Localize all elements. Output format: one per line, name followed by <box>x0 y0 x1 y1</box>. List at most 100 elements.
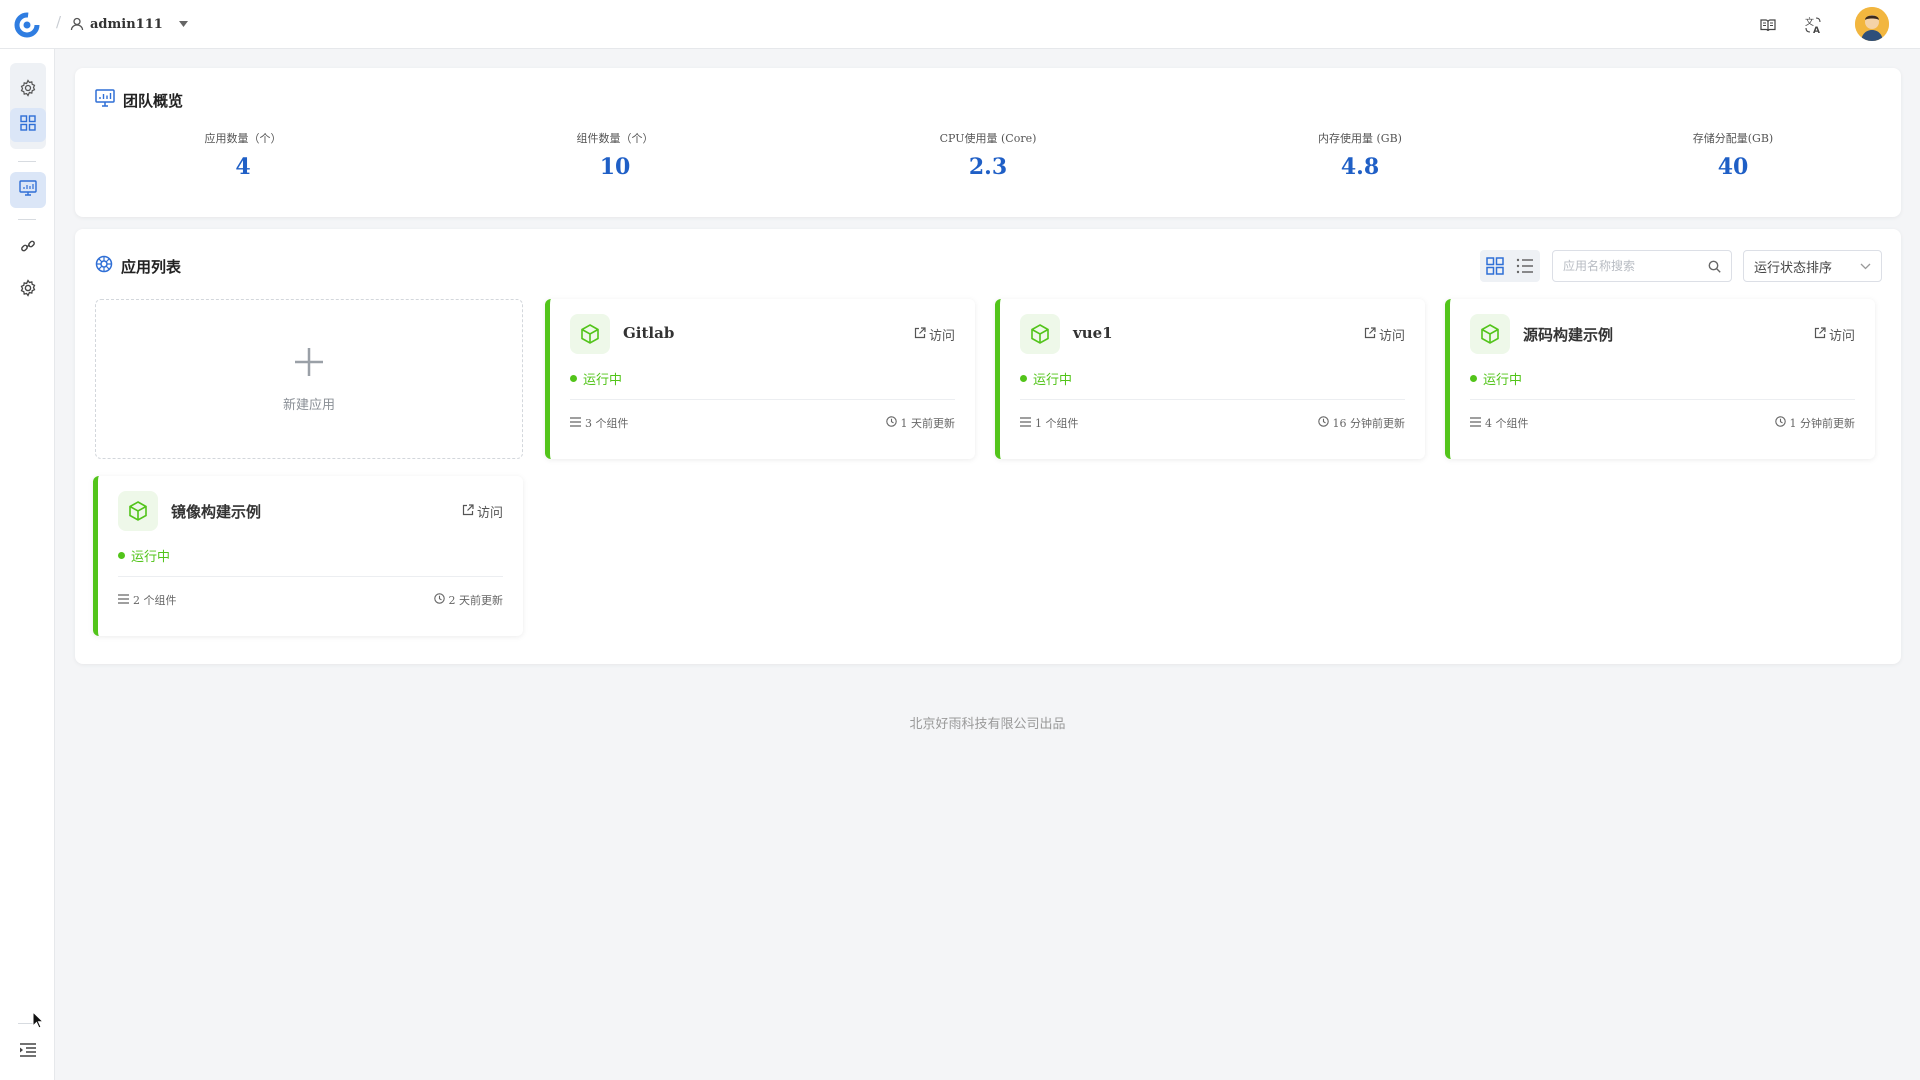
app-updated-time: 16 分钟前更新 <box>1317 415 1406 431</box>
visit-link[interactable]: 访问 <box>914 325 955 344</box>
visit-link[interactable]: 访问 <box>462 502 503 521</box>
updated-text: 1 分钟前更新 <box>1789 417 1856 430</box>
component-count-text: 3 个组件 <box>585 417 629 430</box>
status-dot <box>570 375 577 382</box>
grid-view-icon[interactable] <box>1486 257 1504 275</box>
left-rail <box>0 49 55 1080</box>
app-component-count: 2 个组件 <box>118 592 177 608</box>
stat-label: 组件数量（个） <box>576 132 654 145</box>
chevron-down-icon <box>1860 263 1871 270</box>
new-app-card[interactable]: 新建应用 <box>95 299 523 459</box>
rail-links-button[interactable] <box>10 231 46 265</box>
avatar[interactable] <box>1855 7 1889 41</box>
list-icon <box>118 593 129 607</box>
svg-text:文: 文 <box>1805 16 1814 28</box>
plus-icon <box>293 346 325 382</box>
status-text: 运行中 <box>1483 373 1523 388</box>
stat-value: 40 <box>1717 154 1749 180</box>
app-component-count: 4 个组件 <box>1470 415 1529 431</box>
stat-label: 内存使用量 (GB) <box>1318 132 1402 145</box>
app-list-title: 应用列表 <box>121 257 182 276</box>
footer-credit: 北京好雨科技有限公司出品 <box>909 717 1066 732</box>
app-list-icon <box>95 255 113 277</box>
breadcrumb-separator: / <box>56 13 62 31</box>
updated-text: 2 天前更新 <box>448 594 504 607</box>
menu-expand-icon <box>19 1042 37 1061</box>
visit-link[interactable]: 访问 <box>1364 325 1405 344</box>
rail-divider <box>18 1023 36 1024</box>
app-search-input[interactable] <box>1563 259 1693 273</box>
status-text: 运行中 <box>583 373 623 388</box>
card-divider <box>1020 399 1405 400</box>
visit-label: 访问 <box>476 506 503 521</box>
search-icon[interactable] <box>1708 260 1721 273</box>
stat-label: 存储分配量(GB) <box>1692 132 1774 145</box>
card-divider <box>118 576 503 577</box>
team-overview-panel <box>75 68 1901 217</box>
updated-text: 16 分钟前更新 <box>1332 417 1406 430</box>
clock-icon <box>1317 416 1329 430</box>
rail-divider <box>18 219 36 220</box>
app-card[interactable]: vue1 访问 运行中 1 个组件 16 分钟前更新 <box>995 299 1425 459</box>
clock-icon <box>1774 416 1786 430</box>
app-card[interactable]: 镜像构建示例 访问 运行中 2 个组件 2 天前更新 <box>93 476 523 636</box>
stat-memory-usage: 内存使用量 (GB) 4.8 <box>1210 130 1510 180</box>
status-dot <box>1470 375 1477 382</box>
user-icon <box>70 17 84 31</box>
visit-link[interactable]: 访问 <box>1814 325 1855 344</box>
rail-settings-button[interactable] <box>10 73 46 107</box>
rainbond-logo-icon[interactable] <box>14 12 40 38</box>
app-updated-time: 1 天前更新 <box>885 415 955 431</box>
visit-label: 访问 <box>1828 329 1855 344</box>
visit-label: 访问 <box>928 329 955 344</box>
svg-text:A: A <box>1813 26 1820 34</box>
sort-select[interactable]: 运行状态排序 <box>1743 250 1882 282</box>
stat-component-count: 组件数量（个） 10 <box>465 130 765 180</box>
team-user-switcher[interactable]: admin111 <box>70 13 188 35</box>
status-text: 运行中 <box>131 550 171 565</box>
rail-divider <box>18 161 36 162</box>
list-icon <box>1470 416 1481 430</box>
status-dot <box>118 552 125 559</box>
book-icon[interactable] <box>1757 14 1779 36</box>
chart-monitor-icon <box>95 89 115 111</box>
external-link-icon <box>1364 326 1376 343</box>
component-count-text: 2 个组件 <box>133 594 177 607</box>
app-status: 运行中 <box>118 546 170 565</box>
app-status: 运行中 <box>570 369 622 388</box>
list-view-icon[interactable] <box>1516 258 1534 274</box>
sort-select-value: 运行状态排序 <box>1754 260 1833 276</box>
team-overview-title: 团队概览 <box>123 91 184 110</box>
rail-overview-button[interactable] <box>10 172 46 208</box>
stat-app-count: 应用数量（个） 4 <box>93 130 393 180</box>
stat-cpu-usage: CPU使用量 (Core) 2.3 <box>838 130 1138 180</box>
team-overview-header: 团队概览 <box>95 89 183 111</box>
app-cube-icon <box>1020 314 1060 354</box>
stat-value: 4.8 <box>1340 154 1380 180</box>
external-link-icon <box>914 326 926 343</box>
new-app-label: 新建应用 <box>282 397 335 413</box>
mouse-cursor-icon <box>32 1010 45 1033</box>
app-card[interactable]: 源码构建示例 访问 运行中 4 个组件 1 分钟前更新 <box>1445 299 1875 459</box>
app-status: 运行中 <box>1470 369 1522 388</box>
component-count-text: 1 个组件 <box>1035 417 1079 430</box>
status-dot <box>1020 375 1027 382</box>
app-component-count: 3 个组件 <box>570 415 629 431</box>
list-icon <box>1020 416 1031 430</box>
link-icon <box>20 238 36 258</box>
card-divider <box>570 399 955 400</box>
rail-collapse-button[interactable] <box>10 1034 46 1068</box>
app-cube-icon <box>570 314 610 354</box>
app-name: 源码构建示例 <box>1523 326 1614 344</box>
rail-apps-button[interactable] <box>10 108 46 142</box>
list-icon <box>570 416 581 430</box>
app-search-box <box>1552 250 1732 282</box>
app-updated-time: 1 分钟前更新 <box>1774 415 1856 431</box>
card-divider <box>1470 399 1855 400</box>
rail-team-settings-button[interactable] <box>10 273 46 307</box>
gear-icon <box>19 79 37 101</box>
external-link-icon <box>462 503 474 520</box>
settings-icon <box>19 279 37 301</box>
app-card[interactable]: Gitlab 访问 运行中 3 个组件 1 天前更新 <box>545 299 975 459</box>
